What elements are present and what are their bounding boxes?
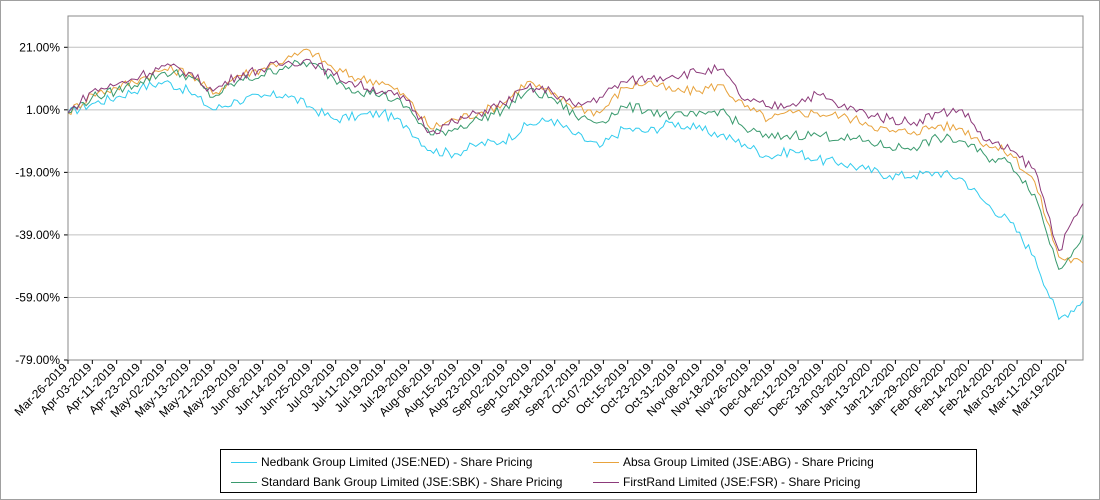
- legend-label-nedbank: Nedbank Group Limited (JSE:NED) - Share …: [261, 455, 533, 469]
- y-tick-label: -39.00%: [15, 228, 60, 242]
- legend-swatch-absa: [593, 461, 619, 463]
- legend-swatch-standard-bank: [231, 481, 257, 483]
- y-axis-ticks: 21.00% 1.00% -19.00% -39.00% -59.00% -79.00%: [15, 40, 60, 367]
- legend-label-standard-bank: Standard Bank Group Limited (JSE:SBK) - …: [261, 475, 563, 489]
- legend: Nedbank Group Limited (JSE:NED) - Share …: [220, 449, 977, 493]
- legend-swatch-nedbank: [231, 461, 257, 463]
- legend-item-standard-bank: Standard Bank Group Limited (JSE:SBK) - …: [231, 473, 562, 491]
- y-tick-label: -19.00%: [15, 165, 60, 179]
- x-axis-ticks: Mar-26-2019Apr-03-2019Apr-11-2019Apr-23-…: [12, 360, 1068, 420]
- legend-label-absa: Absa Group Limited (JSE:ABG) - Share Pri…: [623, 455, 874, 469]
- legend-item-nedbank: Nedbank Group Limited (JSE:NED) - Share …: [231, 453, 532, 471]
- plot-area: [67, 15, 1084, 361]
- series-line-standard-bank: [67, 59, 1084, 270]
- y-tick-label: -59.00%: [15, 290, 60, 304]
- legend-item-absa: Absa Group Limited (JSE:ABG) - Share Pri…: [593, 453, 874, 471]
- y-tick-label: 1.00%: [26, 103, 60, 117]
- y-tick-label: 21.00%: [19, 40, 60, 54]
- series-line-nedbank: [67, 80, 1084, 321]
- legend-label-firstrand: FirstRand Limited (JSE:FSR) - Share Pric…: [623, 475, 861, 489]
- axes: [64, 15, 1084, 364]
- y-tick-label: -79.00%: [15, 353, 60, 367]
- series-line-firstrand: [67, 58, 1084, 252]
- legend-swatch-firstrand: [593, 481, 619, 483]
- series-line-absa: [67, 48, 1084, 264]
- series-lines: [67, 48, 1084, 321]
- legend-item-firstrand: FirstRand Limited (JSE:FSR) - Share Pric…: [593, 473, 860, 491]
